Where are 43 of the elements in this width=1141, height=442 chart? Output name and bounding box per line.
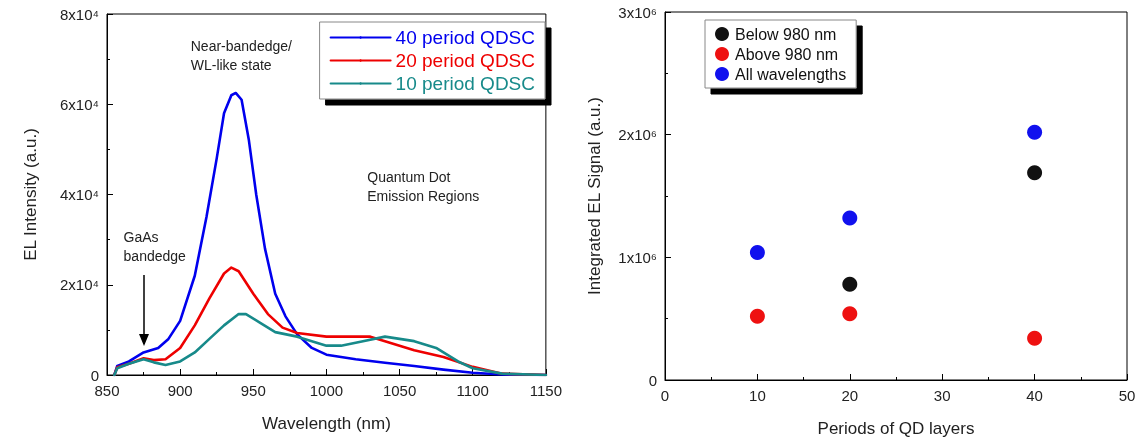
y-tick-label: 8x10⁴: [60, 5, 99, 23]
y-tick-label: 0: [90, 366, 99, 384]
y-tick-label: 3x10⁶: [618, 3, 657, 21]
point: [1027, 124, 1043, 140]
y-tick-label: 2x10⁶: [618, 126, 657, 144]
annotation: Quantum Dot Emission Regions: [367, 169, 480, 205]
y-tick-label: 4x10⁴: [60, 186, 99, 203]
legend-label: All wavelengths: [735, 65, 847, 83]
x-tick-label: 10: [749, 387, 766, 404]
line-series: [113, 312, 548, 377]
legend-label: 40 period QDSC: [395, 27, 535, 48]
legend-label: 10 period QDSC: [395, 73, 535, 94]
annotation: Near-bandedge/ WL-like state: [190, 38, 293, 74]
x-tick-label: 1050: [382, 382, 417, 399]
y-axis-title: EL Intensity (a.u.): [21, 128, 40, 261]
point: [749, 244, 765, 260]
legend-label: 20 period QDSC: [395, 50, 535, 71]
x-tick-label: 20: [841, 387, 859, 404]
x-tick-label: 950: [240, 382, 266, 399]
point: [842, 210, 858, 226]
x-tick-label: 30: [933, 387, 951, 404]
x-axis-title: Periods of QD layers: [817, 419, 975, 438]
y-tick-label: 6x10⁴: [60, 95, 99, 113]
x-tick-label: 40: [1026, 387, 1043, 404]
x-axis-title: Wavelength (nm): [262, 414, 391, 433]
x-tick-label: 1000: [309, 382, 344, 399]
point: [1027, 165, 1043, 181]
point: [1027, 330, 1043, 346]
point: [842, 306, 858, 322]
x-tick-label: 0: [660, 387, 670, 404]
point: [749, 308, 765, 324]
x-tick-label: 850: [94, 382, 120, 399]
annotation: GaAs bandedge: [123, 228, 187, 264]
legend-label: Below 980 nm: [735, 25, 837, 43]
x-tick-label: 1150: [529, 382, 562, 399]
legend-label: Above 980 nm: [735, 45, 839, 63]
y-tick-label: 2x10⁴: [60, 276, 99, 294]
point: [842, 276, 858, 292]
x-tick-label: 1100: [456, 382, 489, 399]
y-tick-label: 1x10⁶: [618, 248, 657, 266]
x-tick-label: 50: [1118, 387, 1136, 404]
x-tick-label: 900: [167, 382, 193, 399]
y-axis-title: Integrated EL Signal (a.u.): [585, 97, 604, 295]
